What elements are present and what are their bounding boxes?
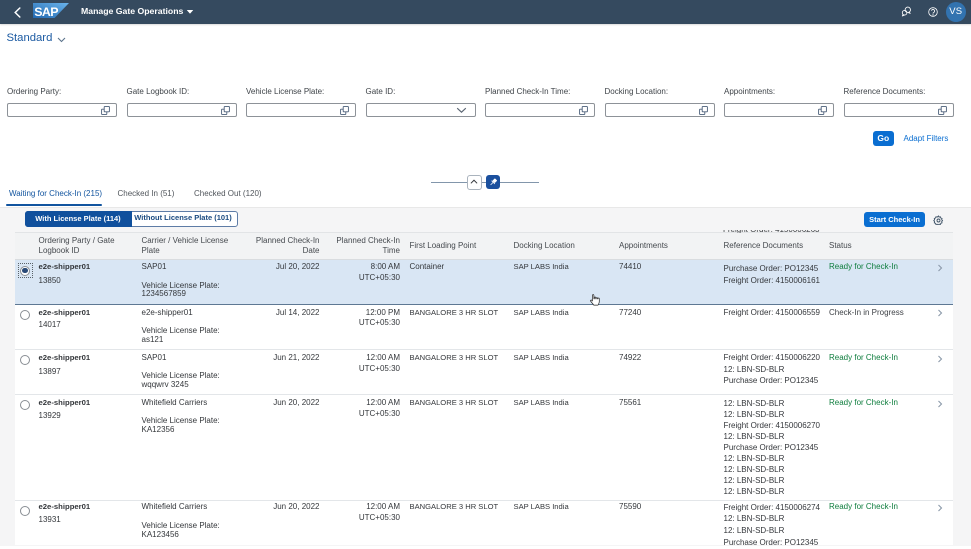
svg-text:SAP: SAP	[34, 5, 58, 18]
